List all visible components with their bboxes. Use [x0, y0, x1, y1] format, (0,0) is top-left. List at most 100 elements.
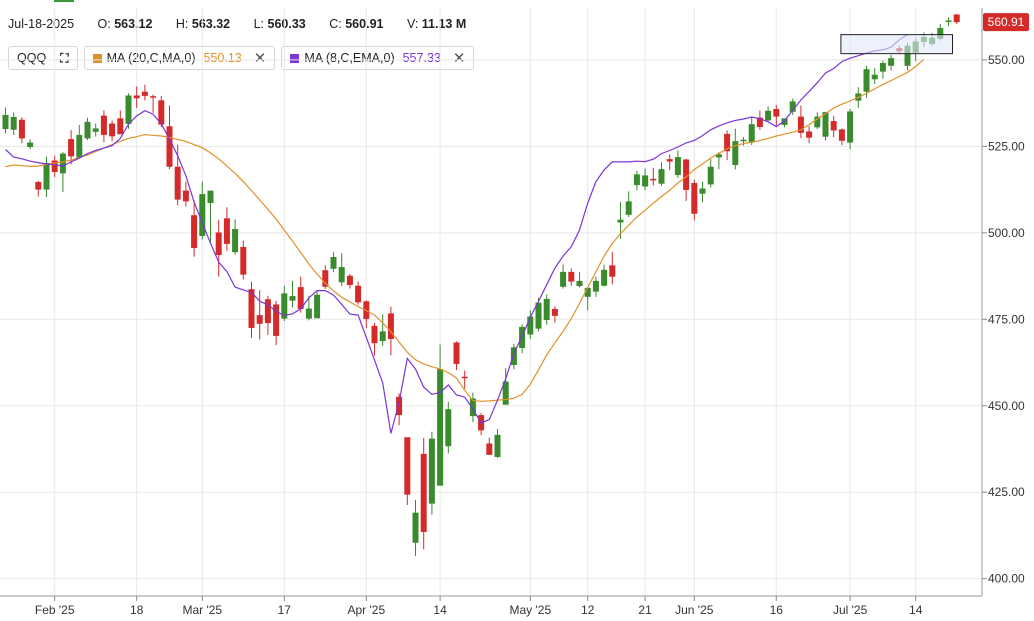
candle-body — [453, 342, 460, 364]
candle-body — [756, 117, 763, 127]
candle-body — [658, 169, 665, 184]
open-value: 563.12 — [114, 17, 153, 31]
candle-body — [84, 121, 91, 139]
candle-body — [806, 131, 813, 138]
ema8-value: 557.33 — [402, 51, 441, 65]
candle-body — [412, 512, 419, 543]
candle-body — [256, 315, 263, 324]
candle-body — [699, 188, 706, 194]
x-tick-label: 14 — [909, 603, 923, 617]
indicator-legend: QQQ ⛶ MA (20,C,MA,0) 550.13 ✕ MA (8,C,EM… — [8, 46, 475, 70]
y-tick-label: 450.00 — [988, 399, 1025, 413]
axes — [0, 8, 987, 601]
candle-body — [568, 271, 575, 282]
close-value: 560.91 — [345, 17, 384, 31]
candle-body — [92, 128, 99, 132]
candle-body — [158, 100, 165, 125]
candle-body — [535, 302, 542, 329]
candle-body — [322, 270, 329, 287]
close-icon[interactable]: ✕ — [452, 50, 466, 67]
candle-body — [830, 121, 837, 131]
x-tick-label: 17 — [278, 603, 292, 617]
candle-body — [2, 114, 9, 130]
candle-body — [207, 190, 214, 204]
candle-body — [666, 159, 673, 162]
candle-body — [888, 58, 895, 66]
y-tick-label: 425.00 — [988, 485, 1025, 499]
candle-body — [346, 275, 353, 286]
candle-body — [240, 247, 247, 275]
candle-body — [789, 101, 796, 112]
selection-rectangle[interactable] — [840, 34, 954, 55]
candle-body — [945, 20, 952, 22]
volume-readout: V: 11.13 M — [406, 17, 467, 31]
candle-body — [51, 160, 58, 172]
ma20-line — [5, 58, 925, 402]
candle-body — [502, 381, 509, 405]
candle-body — [182, 190, 189, 202]
candles — [2, 13, 960, 556]
candle-body — [838, 129, 845, 141]
expand-icon[interactable]: ⛶ — [60, 50, 69, 65]
candle-body — [314, 294, 321, 319]
ma20-label: MA (20,C,MA,0) — [106, 51, 196, 65]
candle-body — [773, 108, 780, 117]
candle-body — [404, 437, 411, 495]
candle-body — [289, 296, 296, 301]
candle-body — [625, 201, 632, 215]
candle-body — [166, 126, 173, 167]
candle-body — [35, 181, 42, 190]
x-tick-label: 21 — [638, 603, 652, 617]
candle-body — [437, 369, 444, 486]
candle-body — [199, 194, 206, 236]
ma20-pill[interactable]: MA (20,C,MA,0) 550.13 ✕ — [83, 46, 276, 70]
close-icon[interactable]: ✕ — [253, 50, 267, 67]
y-tick-label: 475.00 — [988, 312, 1025, 326]
candle-body — [232, 229, 239, 253]
candle-body — [330, 257, 337, 269]
candle-body — [765, 110, 772, 121]
candle-body — [674, 157, 681, 176]
candle-body — [486, 443, 493, 455]
candle-body — [740, 139, 747, 142]
ma20-value: 550.13 — [203, 51, 242, 65]
candle-body — [683, 159, 690, 190]
candle-body — [59, 153, 66, 174]
high-readout: H: 563.32 — [175, 17, 231, 31]
last-price-label: 560.91 — [988, 15, 1025, 29]
top-accent-line — [54, 0, 74, 2]
axis-labels: 400.00 425.00 450.00 475.00 500.00 525.00 550.… — [35, 13, 1029, 617]
candle-body — [797, 116, 804, 133]
x-tick-label: 18 — [130, 603, 144, 617]
candle-body — [748, 124, 755, 143]
open-readout: O: 563.12 — [97, 17, 153, 31]
candle-body — [527, 316, 534, 335]
candle-body — [953, 14, 960, 23]
candle-body — [428, 438, 435, 504]
candle-body — [469, 398, 476, 417]
x-tick-label: Feb '25 — [35, 603, 75, 617]
candle-body — [379, 331, 386, 342]
candle-body — [68, 139, 75, 157]
date-value: Jul-18-2025 — [8, 17, 75, 31]
candle-body — [420, 453, 427, 533]
candle-body — [609, 265, 616, 277]
candle-body — [297, 287, 304, 309]
ema8-pill[interactable]: MA (8,C,EMA,0) 557.33 ✕ — [281, 46, 475, 70]
candle-body — [847, 111, 854, 143]
selection-box[interactable] — [840, 34, 954, 55]
candle-body — [863, 69, 870, 92]
symbol-pill[interactable]: QQQ ⛶ — [8, 46, 78, 70]
moving-average-lines — [5, 33, 925, 434]
low-readout: L: 560.33 — [253, 17, 306, 31]
candle-body — [27, 142, 34, 148]
ma20-swatch — [92, 53, 102, 63]
candle-body — [18, 119, 25, 139]
candle-body — [543, 298, 550, 320]
candle-body — [650, 178, 657, 181]
candle-body — [814, 116, 821, 128]
candle-body — [141, 91, 148, 96]
candle-body — [150, 96, 157, 98]
candle-body — [371, 325, 378, 344]
